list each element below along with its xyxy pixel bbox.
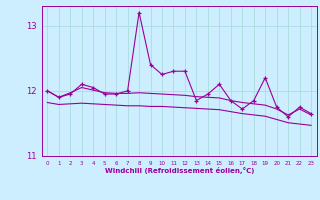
X-axis label: Windchill (Refroidissement éolien,°C): Windchill (Refroidissement éolien,°C) bbox=[105, 167, 254, 174]
